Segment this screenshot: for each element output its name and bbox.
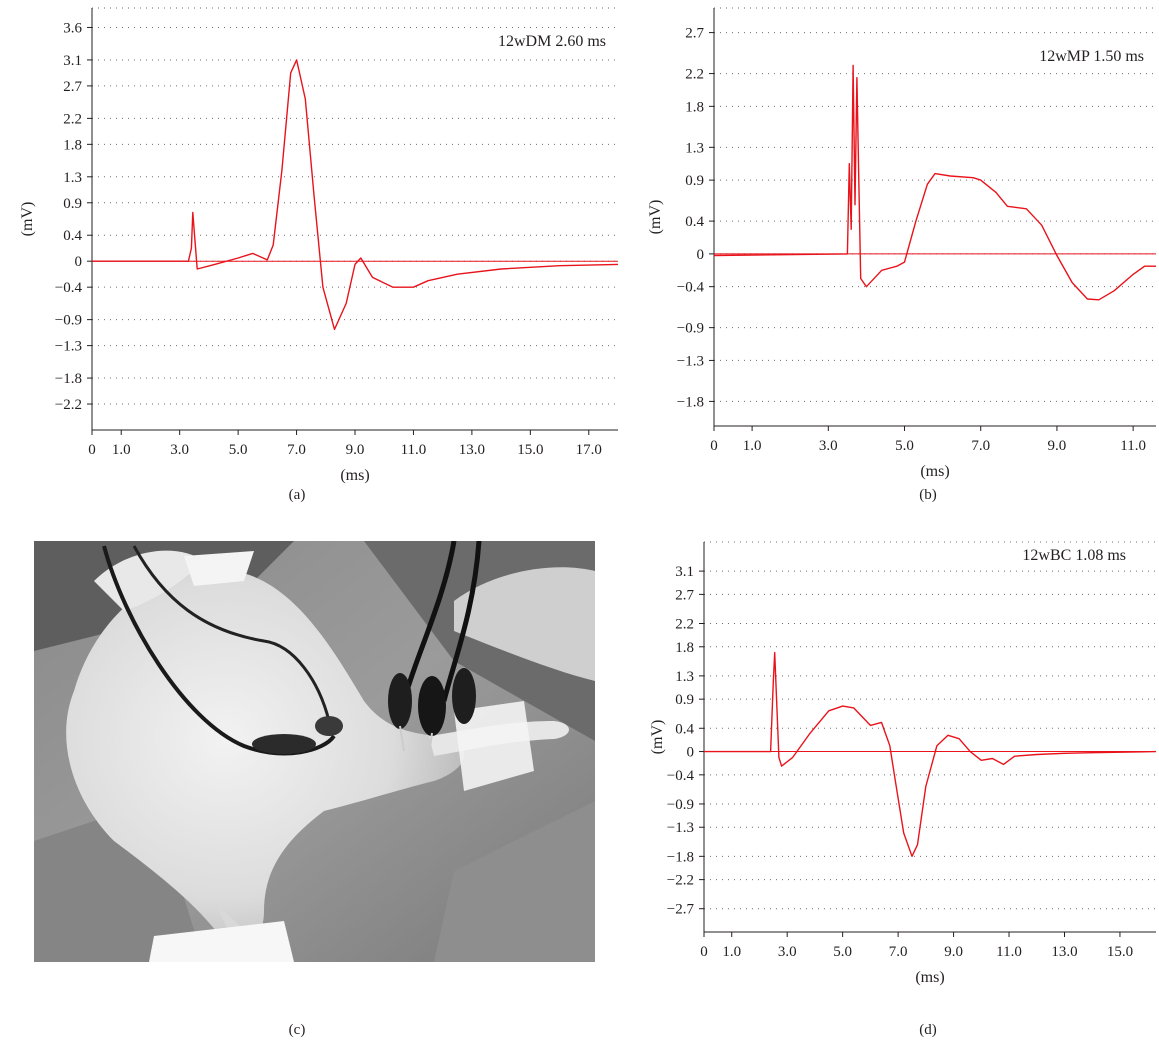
y-tick-label: 3.1 — [675, 564, 694, 580]
y-tick-label: 1.8 — [675, 640, 694, 656]
y-tick-label: −1.3 — [667, 820, 694, 836]
x-tick-label: 0 — [710, 438, 718, 454]
y-tick-label: 0.9 — [675, 692, 694, 708]
x-tick-label: 5.0 — [833, 944, 852, 960]
x-axis-label: (ms) — [340, 467, 369, 484]
y-tick-label: −0.4 — [55, 280, 83, 296]
y-tick-label: 1.8 — [63, 137, 82, 153]
y-tick-label: −2.2 — [667, 873, 694, 889]
x-tick-label: 5.0 — [895, 438, 914, 454]
x-tick-label: 15.0 — [1107, 944, 1133, 960]
x-tick-label: 11.0 — [401, 442, 427, 458]
x-tick-label: 7.0 — [889, 944, 908, 960]
x-tick-label: 17.0 — [576, 442, 602, 458]
x-tick-label: 1.0 — [743, 438, 762, 454]
signal-trace — [92, 59, 619, 331]
caption-d: (d) — [919, 1022, 937, 1038]
chart-panel-b: 2.7 2.2 1.8 1.3 0.9 0.4 0 −0.4 −0.9 −1.3 −1.8 0 1.0 3… — [640, 0, 1159, 520]
y-tick-label: 0 — [687, 745, 695, 761]
x-tick-label: 9.0 — [346, 442, 365, 458]
y-tick-label: −2.2 — [55, 397, 82, 413]
y-axis-label: (mV) — [649, 720, 666, 755]
x-tick-label: 3.0 — [170, 442, 189, 458]
x-tick-label: 11.0 — [1120, 438, 1146, 454]
x-tick-label: 15.0 — [517, 442, 543, 458]
x-axis-label: (ms) — [920, 463, 949, 480]
x-tick-label: 9.0 — [944, 944, 963, 960]
signal-trace — [713, 64, 1156, 301]
x-tick-label: 13.0 — [459, 442, 485, 458]
y-tick-label: −1.3 — [55, 339, 82, 355]
y-tick-label: −0.4 — [667, 768, 695, 784]
y-tick-label: 2.7 — [63, 79, 82, 95]
y-axis-label: (mV) — [19, 202, 36, 237]
trace-annotation: 12wBC 1.08 ms — [1022, 547, 1126, 564]
electrode-setup-photo — [34, 541, 595, 962]
y-tick-label: 2.2 — [685, 67, 704, 83]
y-tick-label: 1.3 — [63, 170, 82, 186]
x-tick-label: 9.0 — [1048, 438, 1067, 454]
y-tick-label: −1.8 — [677, 394, 704, 410]
caption-a: (a) — [288, 487, 306, 503]
y-tick-label: 2.7 — [685, 26, 704, 42]
x-tick-label: 1.0 — [722, 944, 741, 960]
caption-b: (b) — [919, 487, 937, 503]
x-axis-label: (ms) — [915, 969, 944, 986]
y-tick-label: −0.9 — [55, 313, 82, 329]
trace-annotation: 12wDM 2.60 ms — [498, 33, 606, 50]
y-tick-label: −2.7 — [667, 902, 695, 918]
x-tick-label: 11.0 — [996, 944, 1022, 960]
y-tick-label: 0 — [697, 247, 705, 263]
photo-illustration — [34, 541, 595, 962]
y-tick-label: −1.8 — [55, 371, 82, 387]
x-tick-label: 0 — [700, 944, 708, 960]
x-tick-label: 3.0 — [819, 438, 838, 454]
y-tick-label: 3.1 — [63, 53, 82, 69]
chart-b: 2.7 2.2 1.8 1.3 0.9 0.4 0 −0.4 −0.9 −1.3 −1.8 0 1.0 3… — [647, 7, 1156, 480]
chart-panel-d: 3.1 2.7 2.2 1.8 1.3 0.9 0.4 0 −0.4 −0.9 −1.3 −1.8 −2… — [640, 530, 1159, 1020]
y-tick-label: 0.9 — [685, 173, 704, 189]
chart-a: 3.6 3.1 2.7 2.2 1.8 1.3 0.9 0.4 0 −0.4 −0.9 −1.3 −1.… — [19, 7, 619, 484]
y-tick-label: −0.9 — [667, 797, 694, 813]
x-tick-label: 13.0 — [1051, 944, 1077, 960]
y-tick-label: 0 — [75, 254, 83, 270]
y-tick-label: −1.8 — [667, 849, 694, 865]
x-tick-label: 0 — [88, 442, 96, 458]
y-axis-label: (mV) — [647, 200, 664, 235]
y-tick-label: 2.2 — [675, 616, 694, 632]
x-tick-label: 1.0 — [112, 442, 131, 458]
y-tick-label: 0.4 — [685, 214, 704, 230]
y-tick-label: 0.9 — [63, 196, 82, 212]
y-tick-label: 1.3 — [675, 669, 694, 685]
caption-c: (c) — [288, 1022, 306, 1038]
y-tick-label: −0.9 — [677, 321, 704, 337]
x-tick-label: 7.0 — [287, 442, 306, 458]
chart-d: 3.1 2.7 2.2 1.8 1.3 0.9 0.4 0 −0.4 −0.9 −1.3 −1.8 −2… — [649, 541, 1157, 986]
signal-trace — [704, 651, 1157, 857]
y-tick-label: −0.4 — [677, 280, 705, 296]
y-tick-label: 0.4 — [63, 228, 82, 244]
y-tick-label: 2.7 — [675, 587, 694, 603]
x-tick-label: 3.0 — [778, 944, 797, 960]
y-tick-label: 0.4 — [675, 721, 694, 737]
trace-annotation: 12wMP 1.50 ms — [1039, 48, 1144, 65]
y-tick-label: −1.3 — [677, 353, 704, 369]
y-tick-label: 3.6 — [63, 20, 82, 36]
chart-panel-a: 3.6 3.1 2.7 2.2 1.8 1.3 0.9 0.4 0 −0.4 −0.9 −1.3 −1.… — [0, 0, 640, 520]
x-tick-label: 7.0 — [971, 438, 990, 454]
y-tick-label: 1.3 — [685, 140, 704, 156]
y-tick-label: 2.2 — [63, 111, 82, 127]
x-tick-label: 5.0 — [229, 442, 248, 458]
y-tick-label: 1.8 — [685, 99, 704, 115]
